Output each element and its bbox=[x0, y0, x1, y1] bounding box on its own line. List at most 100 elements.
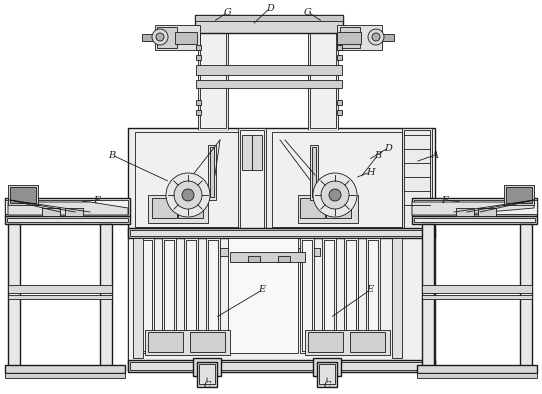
Bar bbox=[422, 224, 434, 369]
Bar bbox=[145, 330, 230, 355]
Bar bbox=[195, 15, 343, 21]
Text: B: B bbox=[108, 151, 115, 160]
Bar bbox=[317, 362, 337, 387]
Bar bbox=[506, 187, 532, 203]
Bar bbox=[280, 248, 288, 256]
Bar bbox=[337, 45, 342, 50]
Bar bbox=[402, 128, 432, 230]
Bar bbox=[300, 238, 314, 353]
Bar bbox=[350, 332, 385, 352]
Bar bbox=[322, 238, 336, 353]
Bar bbox=[272, 132, 402, 227]
Bar bbox=[10, 187, 36, 203]
Bar bbox=[130, 130, 433, 228]
Bar bbox=[157, 27, 177, 48]
Bar bbox=[198, 15, 228, 130]
Bar bbox=[368, 240, 378, 351]
Bar bbox=[42, 208, 60, 216]
Text: A: A bbox=[431, 151, 438, 160]
Bar bbox=[298, 195, 358, 223]
Circle shape bbox=[368, 29, 384, 45]
Text: D: D bbox=[266, 4, 274, 13]
Bar bbox=[240, 130, 264, 228]
Text: G: G bbox=[304, 7, 312, 17]
Bar bbox=[208, 240, 218, 351]
Bar bbox=[380, 34, 394, 41]
Bar bbox=[310, 145, 318, 200]
Bar bbox=[8, 185, 38, 205]
Circle shape bbox=[321, 181, 349, 209]
Bar bbox=[5, 198, 130, 216]
Bar bbox=[337, 25, 382, 50]
Bar bbox=[5, 200, 128, 214]
Bar bbox=[128, 228, 435, 238]
Bar bbox=[142, 34, 156, 41]
Bar bbox=[178, 198, 203, 218]
Bar bbox=[324, 240, 334, 351]
Circle shape bbox=[313, 173, 357, 217]
Bar bbox=[308, 15, 338, 130]
Bar bbox=[8, 295, 112, 299]
Circle shape bbox=[372, 33, 380, 41]
Circle shape bbox=[152, 29, 168, 45]
Bar bbox=[175, 32, 197, 44]
Bar bbox=[206, 238, 220, 353]
Bar bbox=[7, 218, 128, 222]
Bar bbox=[302, 240, 312, 351]
Bar bbox=[100, 224, 112, 369]
Bar bbox=[337, 110, 342, 115]
Bar bbox=[337, 100, 342, 105]
Bar bbox=[196, 55, 201, 60]
Text: H: H bbox=[366, 167, 374, 177]
Bar bbox=[456, 208, 474, 216]
Bar bbox=[278, 256, 290, 262]
Bar bbox=[326, 198, 351, 218]
Bar bbox=[196, 100, 201, 105]
Circle shape bbox=[329, 189, 341, 201]
Bar bbox=[417, 365, 537, 373]
Text: B: B bbox=[375, 151, 382, 160]
Bar bbox=[133, 238, 143, 358]
Bar bbox=[199, 364, 215, 384]
Bar bbox=[65, 208, 83, 216]
Bar bbox=[248, 256, 260, 262]
Bar bbox=[164, 240, 174, 351]
Bar bbox=[230, 252, 305, 262]
Bar bbox=[162, 238, 176, 353]
Circle shape bbox=[174, 181, 202, 209]
Bar bbox=[242, 135, 252, 170]
Bar bbox=[155, 25, 200, 50]
Bar bbox=[140, 238, 154, 353]
Bar bbox=[412, 216, 537, 224]
Bar bbox=[5, 373, 125, 378]
Circle shape bbox=[182, 189, 194, 201]
Bar bbox=[310, 17, 336, 128]
Bar bbox=[196, 45, 201, 50]
Bar bbox=[220, 248, 320, 256]
Bar bbox=[319, 364, 335, 384]
Bar bbox=[128, 128, 435, 370]
Bar bbox=[200, 17, 226, 128]
Bar bbox=[130, 230, 433, 236]
Bar bbox=[344, 238, 358, 353]
Bar bbox=[148, 332, 183, 352]
Bar bbox=[186, 240, 196, 351]
Circle shape bbox=[156, 33, 164, 41]
Bar bbox=[196, 110, 201, 115]
Bar bbox=[412, 198, 537, 216]
Bar bbox=[142, 240, 152, 351]
Bar bbox=[392, 238, 402, 358]
Bar bbox=[520, 224, 532, 369]
Bar bbox=[308, 332, 343, 352]
Bar bbox=[414, 218, 535, 222]
Polygon shape bbox=[412, 202, 534, 215]
Text: C: C bbox=[323, 381, 331, 390]
Text: G: G bbox=[224, 7, 232, 17]
Bar bbox=[404, 130, 430, 228]
Bar bbox=[184, 238, 198, 353]
Text: E: E bbox=[366, 286, 373, 294]
Text: E: E bbox=[259, 286, 266, 294]
Bar bbox=[337, 32, 361, 44]
Bar bbox=[190, 332, 225, 352]
Bar bbox=[152, 198, 177, 218]
